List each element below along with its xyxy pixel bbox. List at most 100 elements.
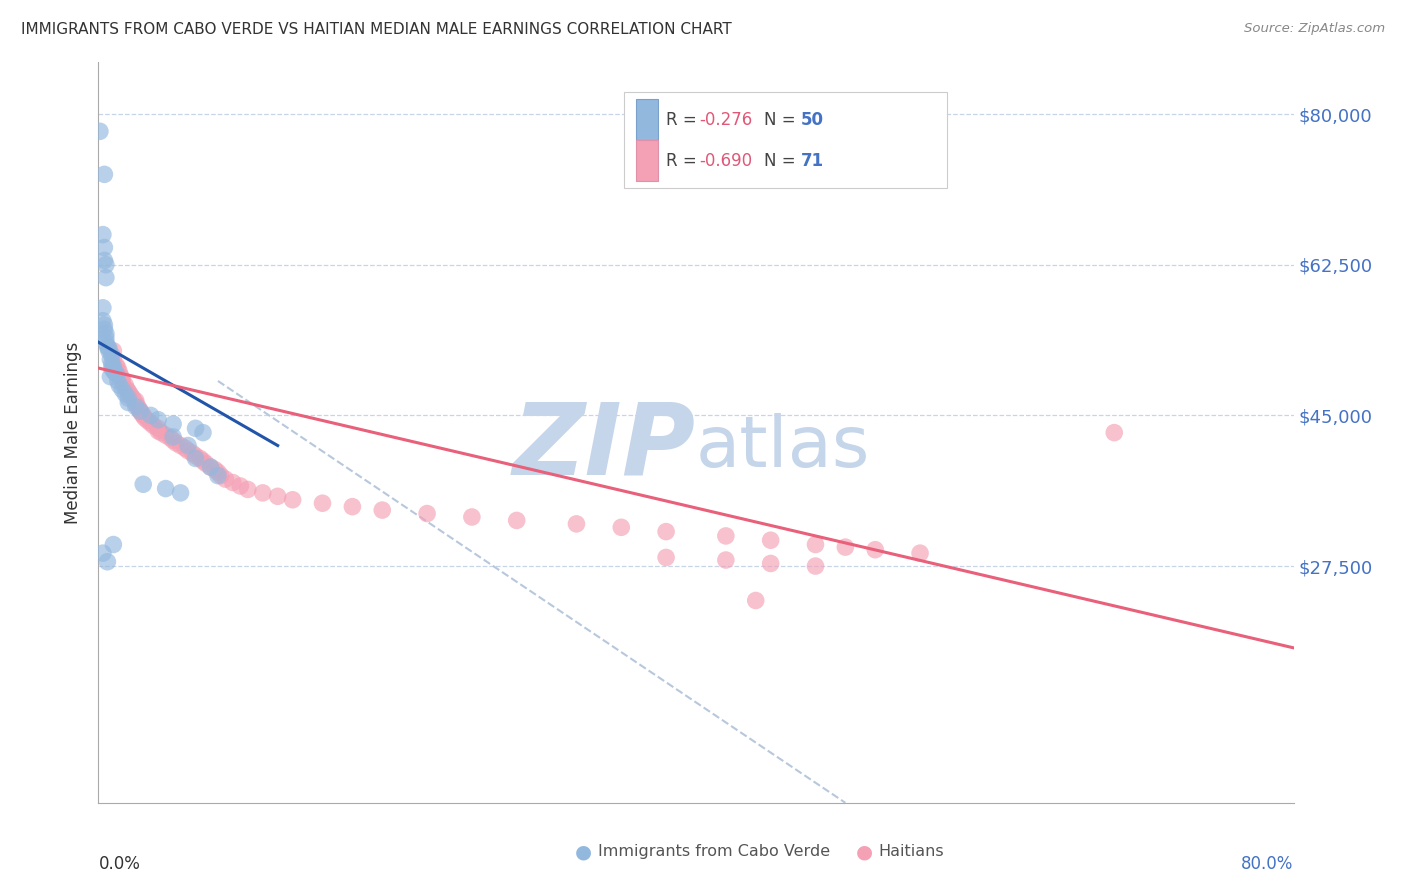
Point	[94, 335, 117, 350]
Point	[565, 516, 588, 531]
Point	[121, 391, 143, 405]
FancyBboxPatch shape	[624, 92, 948, 188]
Text: atlas: atlas	[696, 413, 870, 482]
Point	[134, 411, 156, 425]
Bar	[637, 99, 658, 140]
Point	[93, 240, 115, 255]
Point	[155, 428, 177, 442]
Point	[214, 472, 236, 486]
Point	[139, 416, 162, 430]
Point	[834, 540, 856, 554]
Point	[129, 404, 152, 418]
Point	[103, 364, 125, 378]
Point	[236, 483, 259, 497]
Point	[416, 507, 439, 521]
Point	[132, 477, 155, 491]
Point	[98, 352, 122, 367]
Point	[142, 418, 165, 433]
Point	[131, 407, 153, 421]
Point	[1104, 425, 1126, 440]
Point	[177, 438, 200, 452]
Point	[91, 546, 114, 560]
Point	[159, 431, 181, 445]
Point	[184, 449, 207, 463]
Point	[107, 374, 129, 388]
Point	[191, 454, 214, 468]
Text: 50: 50	[801, 112, 824, 129]
Point	[311, 496, 333, 510]
Point	[209, 468, 232, 483]
Point	[150, 425, 173, 440]
Point	[222, 475, 245, 490]
Point	[714, 529, 737, 543]
Point	[865, 542, 887, 557]
Point	[114, 378, 136, 392]
Point	[655, 550, 678, 565]
Point	[148, 421, 170, 435]
Text: ●: ●	[575, 842, 592, 862]
Point	[177, 443, 200, 458]
Point	[655, 524, 678, 539]
Point	[162, 417, 184, 431]
Point	[97, 341, 120, 355]
Point	[461, 510, 484, 524]
Point	[184, 451, 207, 466]
Point	[136, 413, 159, 427]
Point	[162, 430, 184, 444]
Point	[97, 343, 120, 358]
Point	[169, 438, 191, 452]
Point	[139, 409, 162, 423]
Point	[94, 331, 117, 345]
Text: R =: R =	[666, 152, 702, 169]
Point	[120, 389, 142, 403]
Point	[91, 301, 114, 315]
Point	[111, 376, 134, 390]
Point	[96, 339, 118, 353]
Point	[759, 557, 782, 571]
Point	[207, 468, 229, 483]
Point	[610, 520, 633, 534]
Point	[105, 359, 128, 373]
Point	[759, 533, 782, 548]
Point	[107, 361, 129, 376]
Point	[93, 253, 115, 268]
Point	[252, 486, 274, 500]
Point	[162, 434, 184, 448]
Point	[103, 352, 125, 367]
Point	[804, 559, 827, 574]
Point	[506, 513, 529, 527]
Point	[111, 372, 134, 386]
Text: IMMIGRANTS FROM CABO VERDE VS HAITIAN MEDIAN MALE EARNINGS CORRELATION CHART: IMMIGRANTS FROM CABO VERDE VS HAITIAN ME…	[21, 22, 733, 37]
Point	[132, 409, 155, 423]
Point	[195, 457, 218, 471]
Point	[93, 167, 115, 181]
Point	[108, 365, 131, 379]
Point	[908, 546, 931, 560]
Point	[101, 348, 124, 362]
Point	[229, 479, 252, 493]
Point	[181, 446, 204, 460]
Text: 0.0%: 0.0%	[98, 855, 141, 872]
Point	[148, 424, 170, 438]
Point	[125, 400, 148, 414]
Text: Source: ZipAtlas.com: Source: ZipAtlas.com	[1244, 22, 1385, 36]
Text: R =: R =	[666, 112, 702, 129]
Point	[174, 441, 197, 455]
Point	[117, 384, 139, 399]
Point	[804, 537, 827, 551]
Point	[148, 413, 170, 427]
Point	[125, 393, 148, 408]
Point	[98, 369, 122, 384]
Text: -0.690: -0.690	[700, 152, 752, 169]
Point	[184, 421, 207, 435]
Text: Haitians: Haitians	[879, 845, 945, 859]
Text: Immigrants from Cabo Verde: Immigrants from Cabo Verde	[598, 845, 830, 859]
Point	[188, 451, 211, 466]
Point	[200, 460, 222, 475]
Point	[745, 593, 768, 607]
Point	[93, 322, 115, 336]
Text: 80.0%: 80.0%	[1241, 855, 1294, 872]
Point	[169, 486, 191, 500]
Point	[204, 462, 226, 476]
Point	[191, 425, 214, 440]
